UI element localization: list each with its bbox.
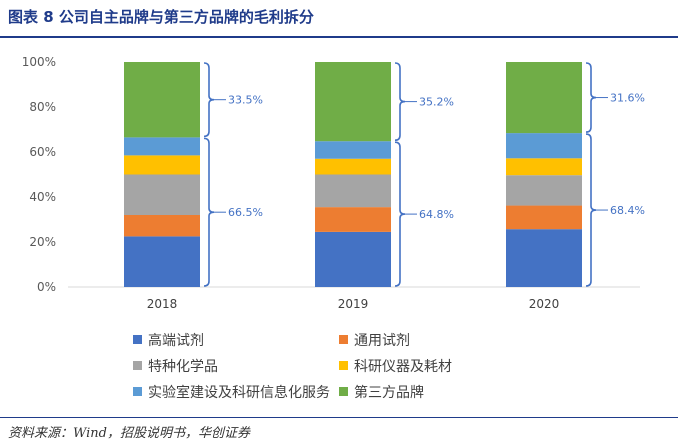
source-note: 资料来源：Wind，招股说明书，华创证券	[8, 426, 250, 441]
bar-segment	[124, 215, 200, 237]
x-tick-label: 2019	[338, 297, 369, 311]
bar-segment	[506, 175, 582, 206]
bar-segment	[315, 62, 391, 142]
y-tick-label: 100%	[22, 55, 56, 69]
source-rule	[0, 417, 678, 418]
bar-segment	[506, 205, 582, 230]
legend-item: 实验室建设及科研信息化服务	[133, 382, 330, 402]
own-brand-share-label: 64.8%	[419, 208, 454, 221]
legend-swatch	[133, 387, 142, 396]
legend-label: 通用试剂	[354, 333, 410, 349]
bar-segment	[506, 158, 582, 176]
bar-segment	[124, 62, 200, 138]
third-party-brand-brace	[203, 62, 215, 138]
legend-label: 科研仪器及耗材	[354, 359, 452, 375]
bar-segment	[124, 174, 200, 215]
y-tick-label: 20%	[29, 235, 56, 249]
title-rule	[0, 36, 678, 38]
legend-swatch	[339, 387, 348, 396]
bar-segment	[124, 137, 200, 156]
third-party-share-label: 31.6%	[610, 92, 645, 105]
own-brand-brace	[394, 141, 406, 287]
legend-label: 高端试剂	[148, 333, 204, 349]
bar-segment	[315, 141, 391, 159]
bar-segment	[506, 62, 582, 134]
legend-item: 科研仪器及耗材	[339, 356, 452, 376]
third-party-share-label: 35.2%	[419, 96, 454, 109]
third-party-share-label: 33.5%	[228, 94, 263, 107]
legend-label: 第三方品牌	[354, 385, 424, 401]
third-party-brand-brace	[394, 62, 406, 141]
legend-item: 第三方品牌	[339, 382, 424, 402]
bar-segment	[506, 229, 582, 287]
legend-swatch	[339, 361, 348, 370]
own-brand-brace	[203, 137, 215, 287]
legend-swatch	[133, 361, 142, 370]
figure-title: 图表 8 公司自主品牌与第三方品牌的毛利拆分	[8, 8, 314, 26]
bar-segment	[124, 155, 200, 175]
y-tick-label: 40%	[29, 190, 56, 204]
own-brand-brace	[585, 133, 597, 287]
x-tick-label: 2020	[529, 297, 560, 311]
legend-item: 高端试剂	[133, 330, 204, 350]
legend-item: 特种化学品	[133, 356, 218, 376]
bar-segment	[315, 231, 391, 287]
legend-swatch	[339, 335, 348, 344]
own-brand-share-label: 66.5%	[228, 206, 263, 219]
legend-swatch	[133, 335, 142, 344]
y-tick-label: 60%	[29, 145, 56, 159]
bar-segment	[506, 133, 582, 159]
bar-segment	[315, 207, 391, 232]
own-brand-share-label: 68.4%	[610, 204, 645, 217]
legend-label: 特种化学品	[148, 359, 218, 375]
legend-label: 实验室建设及科研信息化服务	[148, 385, 330, 401]
y-tick-label: 80%	[29, 100, 56, 114]
bar-segment	[124, 236, 200, 287]
x-tick-label: 2018	[147, 297, 178, 311]
bar-segment	[315, 158, 391, 175]
y-tick-label: 0%	[37, 280, 56, 294]
legend-item: 通用试剂	[339, 330, 410, 350]
bar-segment	[315, 174, 391, 208]
third-party-brand-brace	[585, 62, 597, 133]
